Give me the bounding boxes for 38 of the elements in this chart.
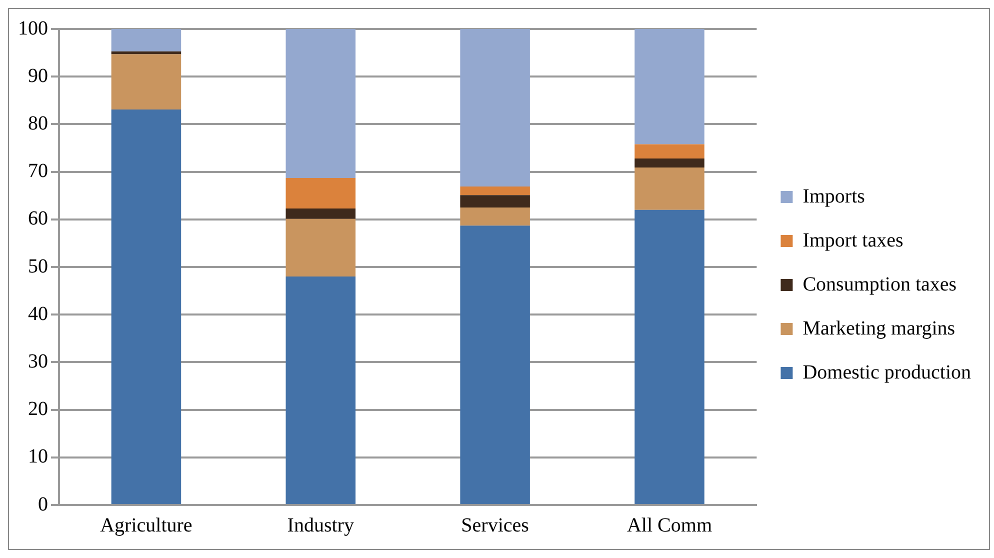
y-tick-label: 20: [28, 398, 48, 420]
y-tick-label: 80: [28, 112, 48, 134]
legend-label: Consumption taxes: [802, 273, 957, 296]
y-tick-label: 60: [28, 208, 48, 230]
legend-label: Domestic production: [802, 361, 972, 384]
bar: [460, 186, 530, 196]
legend-label: Imports: [802, 185, 866, 208]
bar: [634, 29, 704, 144]
bar: [634, 144, 704, 158]
bar: [634, 210, 704, 504]
bar: [460, 208, 530, 226]
bar: [286, 29, 356, 178]
y-tick-label: 0: [38, 493, 48, 516]
bar: [286, 276, 356, 504]
bar: [460, 29, 530, 187]
y-tick-label: 30: [28, 350, 48, 372]
y-tick-label: 100: [18, 17, 48, 40]
x-tick-label: Agriculture: [100, 514, 192, 536]
bar: [460, 195, 530, 208]
y-tick-label: 90: [28, 64, 48, 87]
bar: [111, 109, 182, 504]
bar: [286, 218, 356, 277]
bar: [286, 178, 356, 208]
bar: [634, 168, 704, 210]
y-tick-label: 40: [28, 302, 48, 325]
bar: [634, 158, 704, 168]
y-tick-label: 50: [28, 255, 48, 278]
y-tick-label: 70: [28, 160, 48, 182]
bar: [111, 54, 182, 110]
bar: [111, 29, 182, 52]
bar: [286, 208, 356, 219]
y-tick-label: 10: [28, 446, 48, 468]
legend-label: Import taxes: [802, 229, 904, 252]
bar: [460, 226, 530, 504]
x-tick-label: All Comm: [626, 514, 712, 536]
x-tick-label: Services: [461, 514, 530, 536]
x-tick-label: Industry: [287, 514, 354, 536]
legend-label: Marketing margins: [802, 317, 956, 340]
